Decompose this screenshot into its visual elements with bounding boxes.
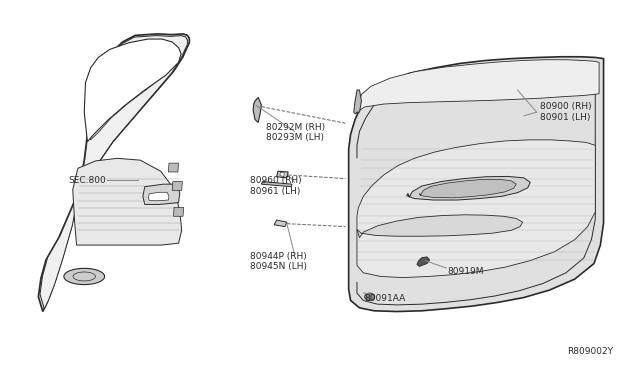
Polygon shape: [419, 179, 516, 198]
Polygon shape: [417, 257, 429, 266]
Text: SEC.800: SEC.800: [68, 176, 106, 185]
Polygon shape: [73, 158, 182, 245]
Polygon shape: [349, 57, 604, 311]
Polygon shape: [406, 176, 531, 200]
Polygon shape: [38, 34, 189, 311]
Polygon shape: [357, 60, 599, 112]
Text: R809002Y: R809002Y: [567, 347, 613, 356]
Polygon shape: [168, 163, 179, 172]
Polygon shape: [40, 36, 188, 309]
Polygon shape: [172, 182, 182, 190]
Text: 80944P (RH)
80945N (LH): 80944P (RH) 80945N (LH): [250, 252, 307, 272]
Polygon shape: [354, 90, 362, 114]
Polygon shape: [253, 97, 261, 122]
Polygon shape: [143, 184, 180, 205]
Polygon shape: [84, 39, 181, 142]
Text: 80292M (RH)
80293M (LH): 80292M (RH) 80293M (LH): [266, 123, 325, 142]
Polygon shape: [357, 215, 523, 238]
Polygon shape: [280, 172, 284, 176]
Text: 80919M: 80919M: [447, 267, 484, 276]
Polygon shape: [148, 192, 169, 201]
Polygon shape: [357, 140, 595, 278]
Text: 80091AA: 80091AA: [365, 294, 406, 303]
Polygon shape: [64, 268, 104, 285]
Text: 80900 (RH)
80901 (LH): 80900 (RH) 80901 (LH): [540, 102, 591, 122]
Text: 80960 (RH)
80961 (LH): 80960 (RH) 80961 (LH): [250, 176, 301, 196]
Polygon shape: [365, 293, 375, 301]
Polygon shape: [261, 182, 292, 187]
Polygon shape: [276, 171, 288, 178]
Polygon shape: [173, 208, 184, 216]
Polygon shape: [274, 220, 287, 227]
